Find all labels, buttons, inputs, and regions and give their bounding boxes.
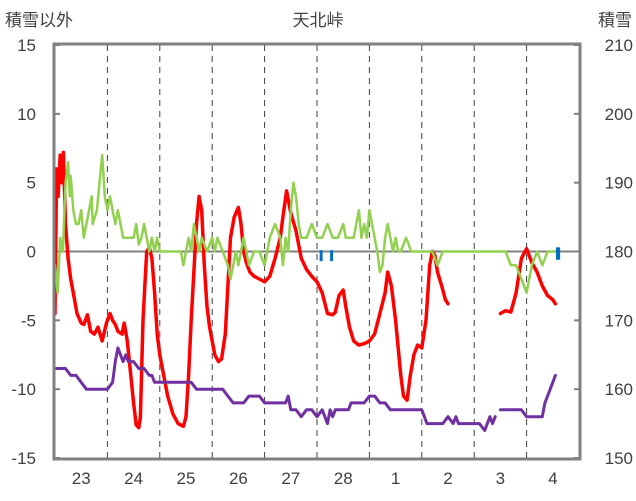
left-tick-label: 5 [27, 174, 36, 193]
left-tick-label: 0 [27, 243, 36, 262]
x-tick-label: 26 [229, 469, 248, 488]
right-tick-label: 170 [605, 311, 633, 330]
series-line-purple [53, 346, 497, 432]
right-tick-label: 210 [605, 36, 633, 55]
right-tick-label: 150 [605, 449, 633, 468]
series-line-red2 [498, 246, 558, 316]
right-tick-label: 200 [605, 105, 633, 124]
right-tick-label: 190 [605, 174, 633, 193]
chart-title: 天北峠 [293, 11, 344, 31]
x-tick-label: 23 [72, 469, 91, 488]
snow-marker [330, 250, 334, 262]
left-tick-label: 15 [17, 36, 36, 55]
left-tick-label: -15 [11, 449, 36, 468]
x-tick-label: 24 [124, 469, 143, 488]
left-tick-label: -10 [11, 380, 36, 399]
snow-marker [319, 250, 323, 262]
snow-marker [555, 247, 561, 260]
x-tick-label: 27 [281, 469, 300, 488]
left-axis-title: 積雪以外 [5, 11, 73, 31]
x-tick-label: 4 [548, 469, 557, 488]
right-tick-label: 180 [605, 243, 633, 262]
plot-border [52, 42, 582, 461]
left-tick-label: -5 [21, 311, 36, 330]
right-axis-title: 積雪 [598, 11, 632, 31]
left-tick-label: 10 [17, 105, 36, 124]
x-tick-label: 3 [496, 469, 505, 488]
series-line-purple2 [498, 373, 557, 419]
right-tick-label: 160 [605, 380, 633, 399]
grid [55, 44, 579, 459]
x-tick-label: 28 [334, 469, 353, 488]
series-layer [53, 150, 561, 432]
x-tick-label: 1 [391, 469, 400, 488]
x-tick-label: 2 [443, 469, 452, 488]
series-line-green [53, 153, 557, 295]
series-line-red [53, 150, 450, 430]
x-tick-label: 25 [177, 469, 196, 488]
